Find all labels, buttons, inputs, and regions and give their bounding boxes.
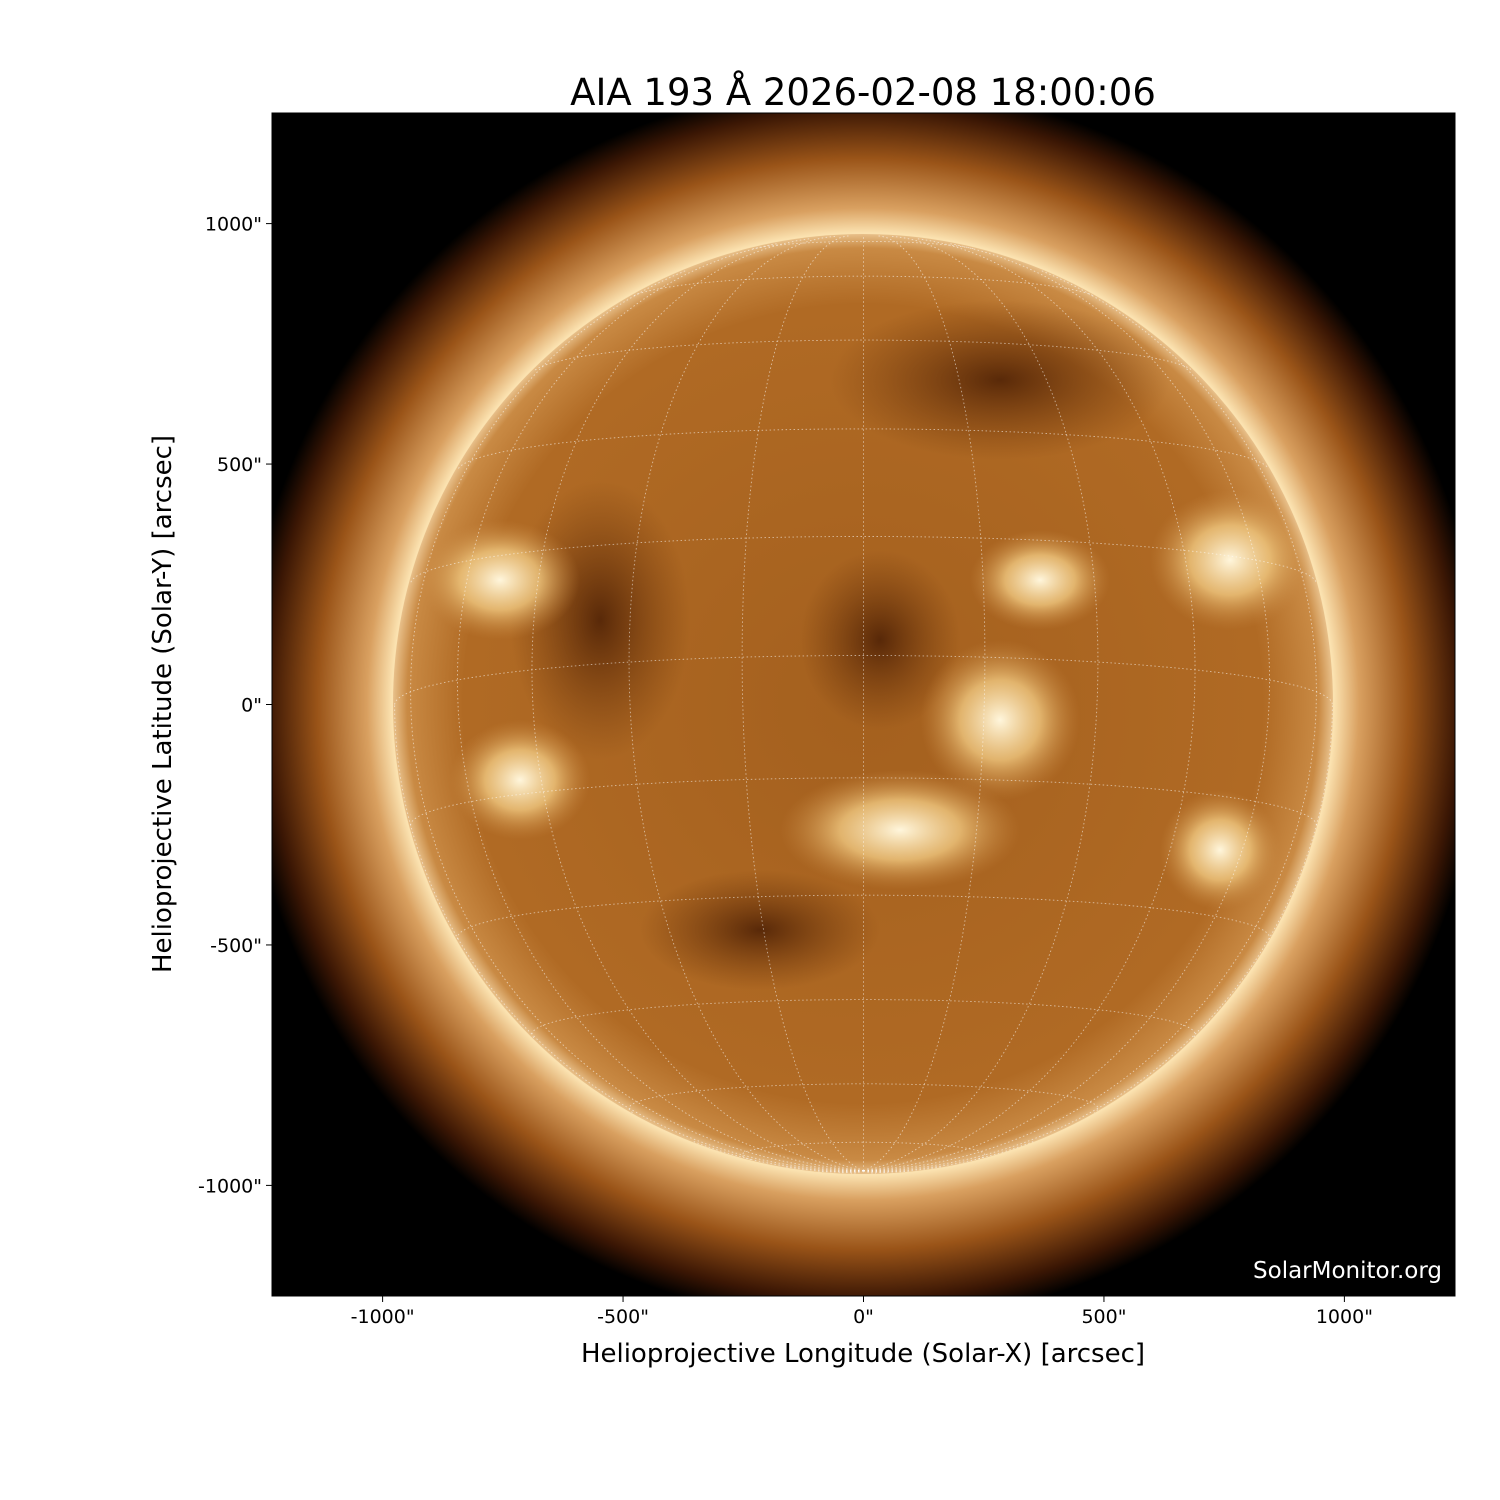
latitude-line bbox=[394, 655, 1333, 705]
longitude-line bbox=[693, 1141, 864, 1172]
longitude-line bbox=[863, 242, 1271, 1172]
longitude-line bbox=[863, 1141, 1034, 1172]
x-tick-label: 1000" bbox=[1316, 1306, 1373, 1328]
longitude-line bbox=[741, 235, 864, 1172]
longitude-line bbox=[863, 1170, 888, 1174]
longitude-line bbox=[863, 238, 1196, 1172]
x-tick-label: 0" bbox=[853, 1306, 874, 1328]
y-axis-label: Helioprojective Latitude (Solar-Y) [arcs… bbox=[148, 435, 178, 973]
x-tick-label: -1000" bbox=[351, 1306, 415, 1328]
y-tick-label: -500" bbox=[210, 935, 262, 957]
axis-ticks: -1000" -500" 0" 500" 1000" 1000" 500" 0" -500" -1… bbox=[198, 214, 1373, 1328]
latitude-line bbox=[458, 428, 1269, 469]
y-tick-label: -1000" bbox=[198, 1175, 262, 1197]
plot-title: AIA 193 Å 2026-02-08 18:00:06 bbox=[570, 70, 1156, 114]
latitude-line bbox=[531, 999, 1196, 1039]
heliographic-grid bbox=[394, 235, 1333, 1174]
y-tick-label: 1000" bbox=[205, 214, 262, 236]
latitude-line bbox=[456, 894, 1271, 940]
image-area: SolarMonitor.org bbox=[272, 113, 1455, 1296]
latitude-line bbox=[534, 339, 1193, 371]
y-tick-label: 0" bbox=[241, 695, 262, 717]
longitude-line bbox=[863, 704, 1333, 1172]
longitude-line bbox=[863, 269, 1317, 1172]
x-tick-label: 500" bbox=[1081, 1306, 1126, 1328]
longitude-line bbox=[863, 236, 1099, 1172]
latitude-line bbox=[628, 1083, 1099, 1113]
longitude-line bbox=[410, 269, 864, 1172]
y-tick-label: 500" bbox=[217, 454, 262, 476]
watermark: SolarMonitor.org bbox=[1253, 1258, 1442, 1284]
x-tick-label: -500" bbox=[597, 1306, 649, 1328]
longitude-line bbox=[863, 235, 986, 1172]
longitude-line bbox=[456, 242, 864, 1172]
latitude-line bbox=[741, 1141, 986, 1161]
longitude-line bbox=[628, 236, 864, 1172]
longitude-line bbox=[531, 238, 864, 1172]
disk-features bbox=[420, 300, 1310, 990]
x-axis-label: Helioprojective Longitude (Solar-X) [arc… bbox=[581, 1339, 1145, 1369]
longitude-line bbox=[394, 704, 864, 1172]
